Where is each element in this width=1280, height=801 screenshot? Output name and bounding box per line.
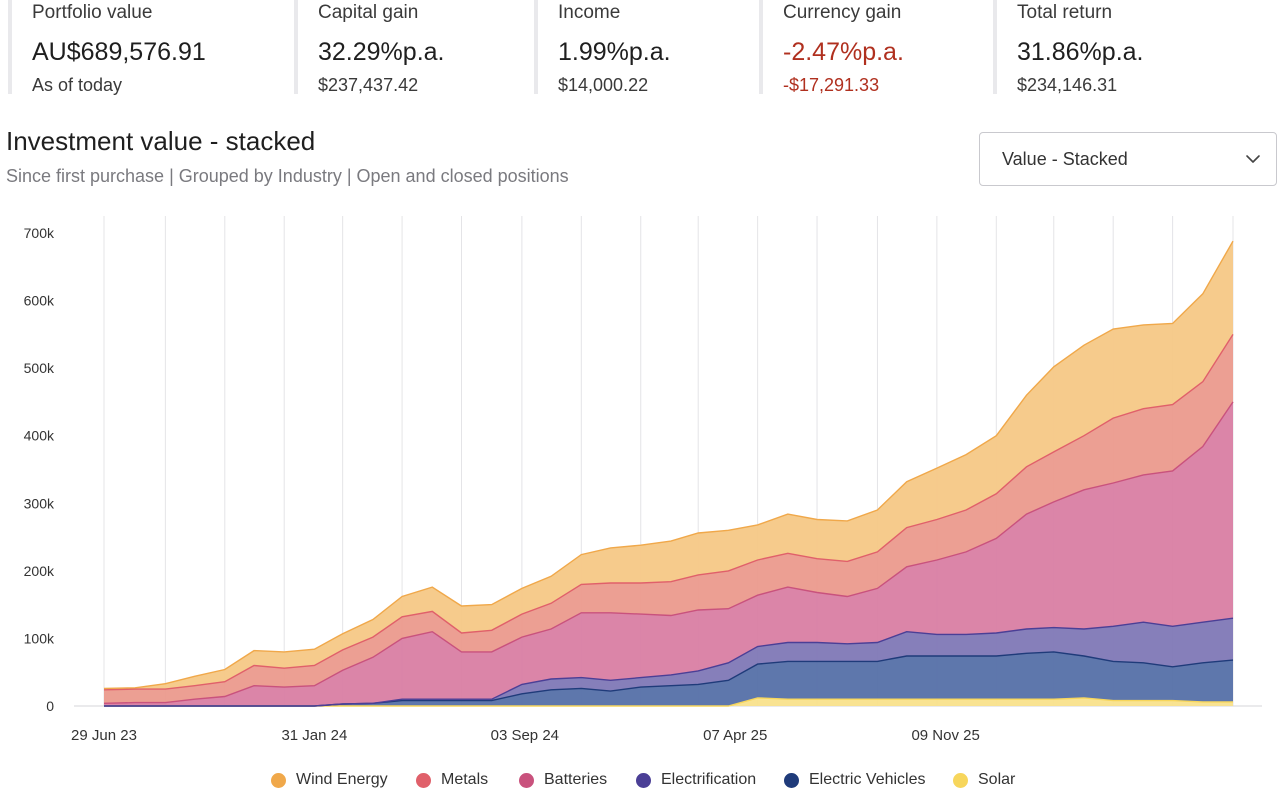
legend-dot: [636, 773, 651, 788]
y-tick-label: 700k: [24, 225, 55, 241]
area-solar: [104, 697, 1233, 706]
x-tick-label: 09 Nov 25: [911, 727, 979, 744]
legend-label: Batteries: [544, 771, 608, 788]
area-electric-vehicles: [104, 651, 1233, 706]
legend-label: Metals: [441, 771, 489, 788]
kpi-value: 1.99%p.a.: [558, 38, 671, 66]
kpi-income: Income 1.99%p.a. $14,000.22: [534, 0, 759, 96]
chart-legend: Wind Energy Metals Batteries Electrifica…: [0, 768, 1280, 794]
chart-title: Investment value - stacked: [6, 126, 316, 156]
x-tick-label: 03 Sep 24: [491, 727, 559, 744]
legend-dot: [271, 773, 286, 788]
legend-dot: [953, 773, 968, 788]
chart-view-select[interactable]: Value - Stacked: [979, 132, 1277, 186]
area-wind-energy: [104, 241, 1233, 690]
y-tick-label: 400k: [24, 428, 55, 444]
legend-dot: [784, 773, 799, 788]
kpi-divider: [759, 0, 763, 94]
x-tick-label: 31 Jan 24: [281, 727, 347, 744]
line-wind-energy: [103, 240, 1234, 690]
y-tick-label: 500k: [24, 360, 55, 376]
legend-label: Solar: [978, 771, 1016, 788]
line-electrification: [104, 617, 1234, 707]
kpi-subtext: $14,000.22: [558, 75, 649, 95]
y-axis: 0 100k 200k 300k 400k 500k 600k 700k: [24, 225, 55, 714]
y-tick-label: 0: [46, 698, 54, 714]
y-tick-label: 600k: [24, 293, 55, 309]
kpi-divider: [993, 0, 997, 94]
kpi-value: 32.29%p.a.: [318, 38, 445, 66]
kpi-value: 31.86%p.a.: [1017, 38, 1144, 66]
area-electrification: [104, 618, 1233, 706]
area-metals: [104, 334, 1233, 704]
line-metals: [103, 334, 1234, 691]
x-tick-label: 29 Jun 23: [71, 727, 137, 744]
line-batteries: [103, 401, 1234, 704]
kpi-label: Income: [558, 2, 621, 23]
kpi-label: Portfolio value: [32, 2, 153, 23]
kpi-label: Capital gain: [318, 2, 419, 23]
kpi-divider: [294, 0, 298, 94]
legend-dot: [416, 773, 431, 788]
kpi-strip: Portfolio value AU$689,576.91 As of toda…: [0, 0, 1280, 96]
chevron-down-icon: [1246, 155, 1260, 163]
investment-value-chart: 0 100k 200k 300k 400k 500k 600k 700k 29 Jun 23 3…: [24, 216, 1262, 744]
kpi-subtext: -$17,291.33: [783, 75, 880, 95]
chart-areas: [104, 241, 1233, 706]
kpi-value: -2.47%p.a.: [783, 38, 904, 66]
kpi-label: Currency gain: [783, 2, 902, 23]
kpi-portfolio-value: Portfolio value AU$689,576.91 As of toda…: [8, 0, 288, 96]
kpi-subtext: As of today: [32, 75, 123, 95]
chart-view-select-value: Value - Stacked: [1002, 149, 1128, 169]
kpi-subtext: $237,437.42: [318, 75, 419, 95]
legend-label: Electrification: [661, 771, 757, 788]
chart-subtitle: Since first purchase | Grouped by Indust…: [6, 166, 569, 186]
kpi-capital-gain: Capital gain 32.29%p.a. $237,437.42: [294, 0, 534, 96]
legend-label: Wind Energy: [296, 771, 388, 788]
kpi-label: Total return: [1017, 2, 1113, 23]
legend-dot: [519, 773, 534, 788]
kpi-divider: [534, 0, 538, 94]
kpi-value: AU$689,576.91: [32, 38, 206, 66]
kpi-subtext: $234,146.31: [1017, 75, 1118, 95]
y-tick-label: 300k: [24, 495, 55, 511]
x-tick-label: 07 Apr 25: [703, 727, 767, 744]
x-axis: 29 Jun 23 31 Jan 24 03 Sep 24 07 Apr 25 09 N…: [71, 727, 980, 744]
legend-label: Electric Vehicles: [809, 771, 926, 788]
kpi-currency-gain: Currency gain -2.47%p.a. -$17,291.33: [759, 0, 994, 96]
chart-series-lines: [103, 240, 1234, 707]
y-tick-label: 100k: [24, 630, 55, 646]
y-tick-label: 200k: [24, 563, 55, 579]
kpi-divider: [8, 0, 12, 94]
kpi-total-return: Total return 31.86%p.a. $234,146.31: [993, 0, 1280, 96]
area-batteries: [104, 401, 1233, 706]
